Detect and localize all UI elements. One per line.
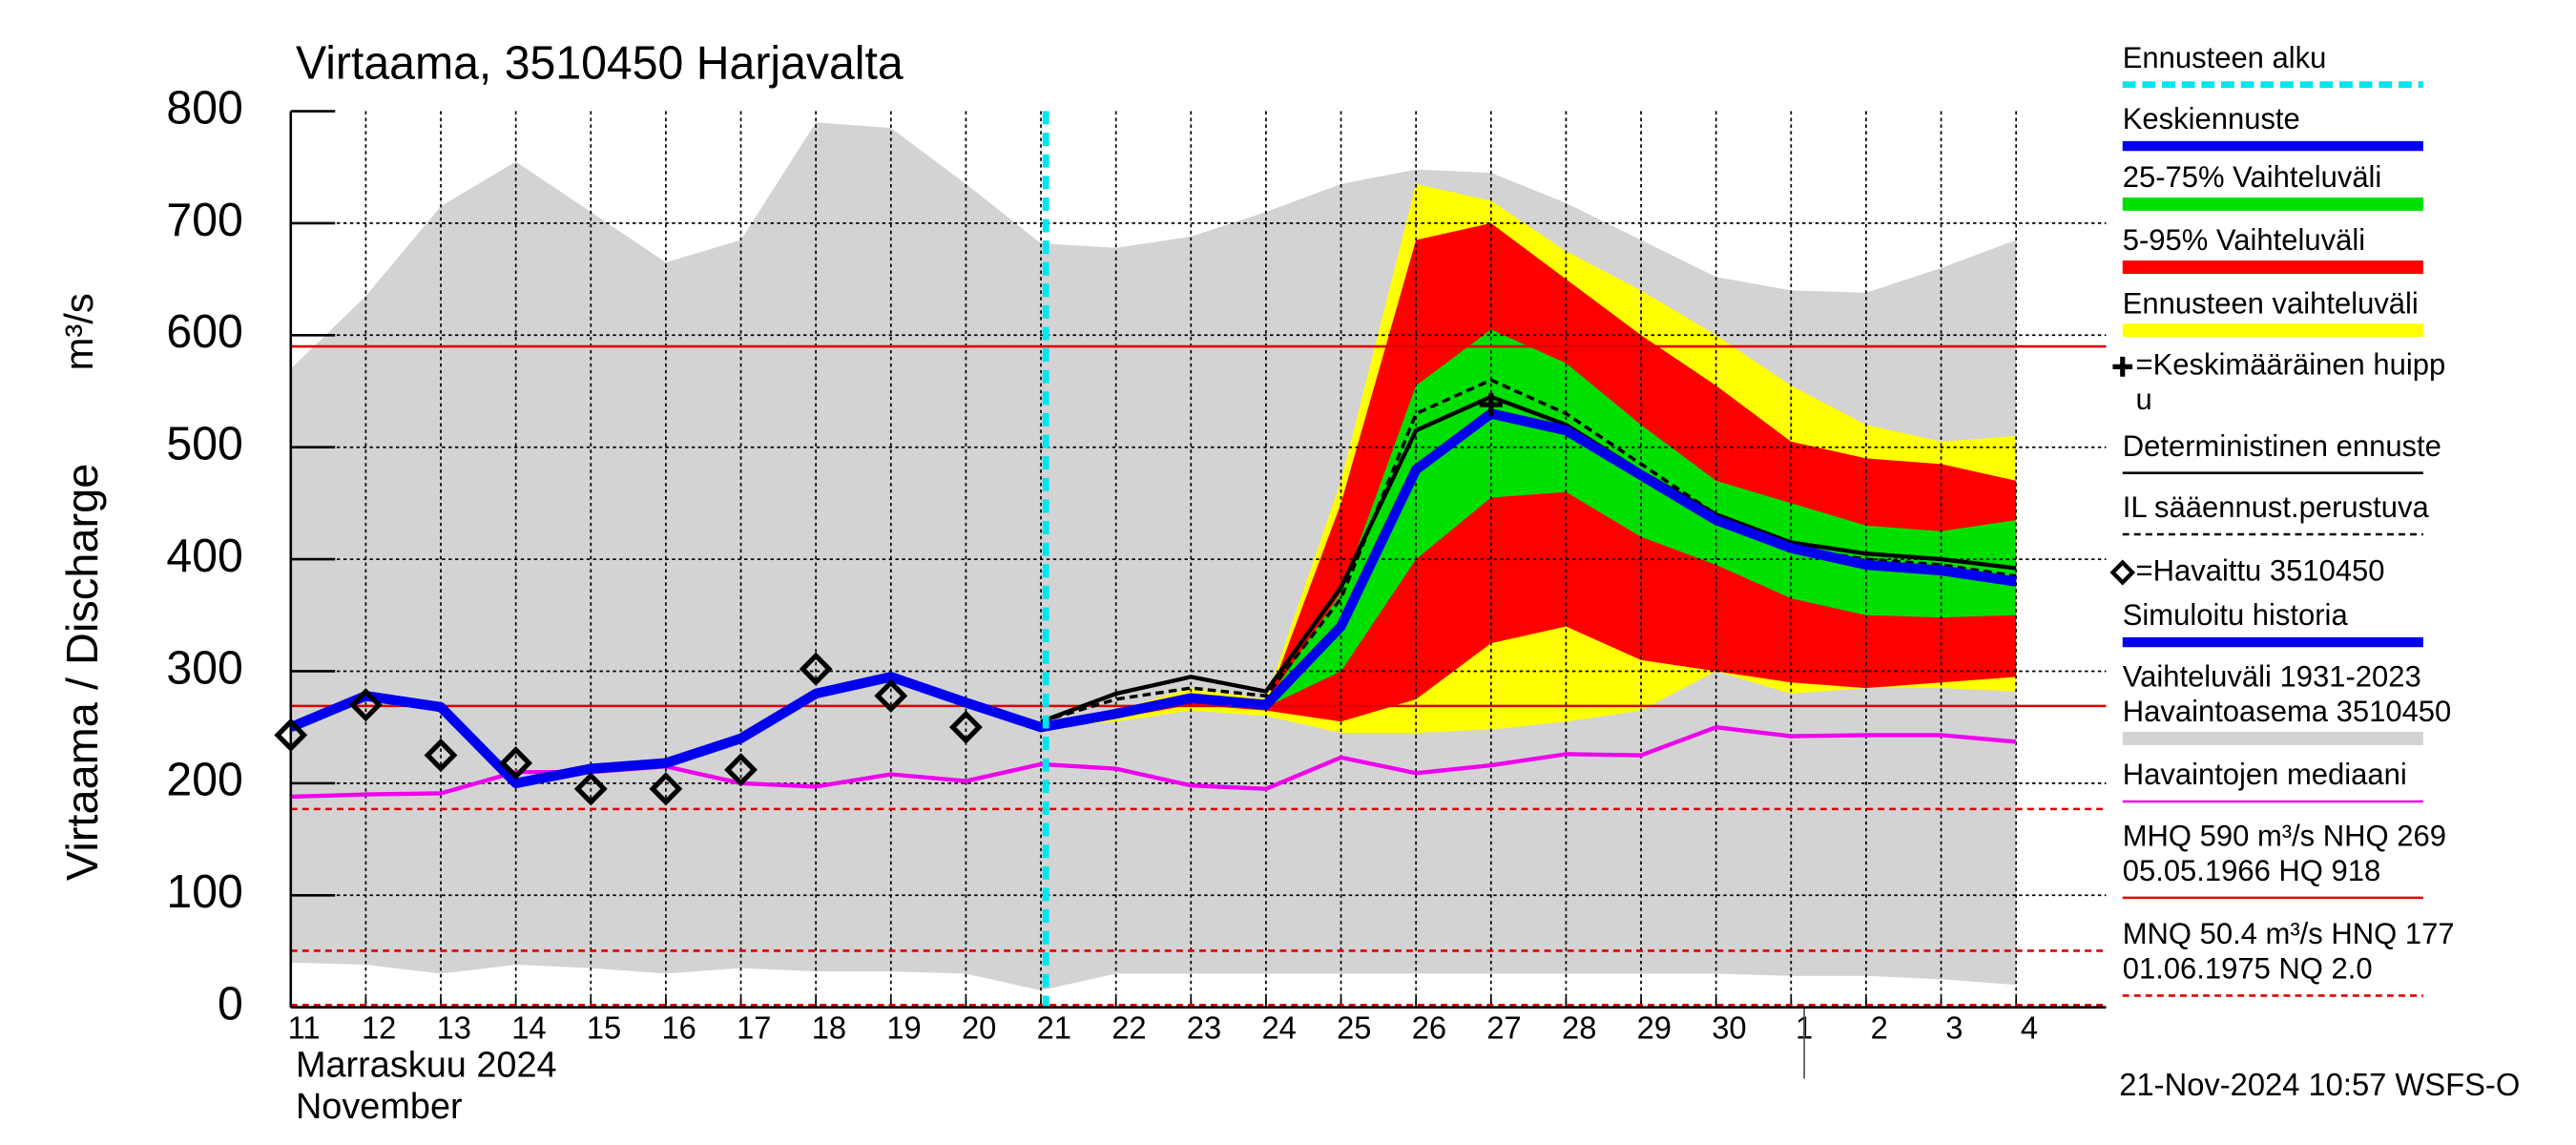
legend-label: 5-95% Vaihteluväli — [2123, 223, 2365, 257]
legend-label: =Havaittu 3510450 — [2136, 553, 2385, 587]
x-tick-label: 17 — [737, 1010, 771, 1046]
observed-marker — [424, 738, 458, 773]
series-line — [1040, 394, 2017, 724]
chart-title: Virtaama, 3510450 Harjavalta — [296, 37, 904, 89]
observed-marker — [724, 753, 758, 787]
x-tick-label: 14 — [511, 1010, 546, 1046]
observed-marker — [948, 710, 983, 744]
x-tick-label: 29 — [1637, 1010, 1672, 1046]
y-tick-label: 800 — [166, 82, 242, 134]
legend-label: Ennusteen vaihteluväli — [2123, 286, 2419, 320]
legend-label: Vaihteluväli 1931-2023 — [2123, 659, 2421, 693]
x-axis-label: Marraskuu 2024 — [296, 1045, 557, 1085]
x-axis-label: November — [296, 1087, 463, 1127]
legend-label: Simuloitu historia — [2123, 598, 2349, 632]
legend-label: MNQ 50.4 m³/s HNQ 177 — [2123, 917, 2455, 950]
legend-label: IL sääennust.perustuva — [2123, 490, 2430, 524]
legend-label: Havaintoasema 3510450 — [2123, 695, 2452, 728]
legend-label: 05.05.1966 HQ 918 — [2123, 854, 2380, 887]
y-tick-label: 0 — [218, 978, 243, 1030]
y-tick-label: 300 — [166, 642, 242, 694]
series-line — [288, 408, 2017, 789]
legend-label: 25-75% Vaihteluväli — [2123, 160, 2382, 194]
y-tick-label: 100 — [166, 866, 242, 918]
x-tick-label: 24 — [1261, 1010, 1296, 1046]
legend-label: Ennusteen alku — [2123, 41, 2327, 74]
legend-marker — [2109, 559, 2136, 586]
x-tick-label: 30 — [1712, 1010, 1746, 1046]
x-tick-label: 15 — [587, 1010, 621, 1046]
y-tick-label: 200 — [166, 755, 242, 806]
y-tick-label: 500 — [166, 418, 242, 469]
x-tick-label: 28 — [1562, 1010, 1596, 1046]
y-tick-label: 700 — [166, 195, 242, 246]
y-tick-label: 600 — [166, 306, 242, 358]
mean-peak-marker — [1479, 392, 1503, 417]
x-tick-label: 22 — [1111, 1010, 1146, 1046]
legend-label: u — [2136, 383, 2152, 416]
x-tick-label: 16 — [661, 1010, 696, 1046]
x-tick-label: 18 — [812, 1010, 846, 1046]
legend-label: MHQ 590 m³/s NHQ 269 — [2123, 819, 2446, 852]
x-tick-label: 21 — [1037, 1010, 1071, 1046]
y-tick-label: 400 — [166, 531, 242, 582]
x-tick-label: 11 — [288, 1010, 321, 1046]
x-tick-label: 12 — [362, 1010, 396, 1046]
observed-marker — [649, 772, 683, 806]
x-tick-label: 26 — [1412, 1010, 1446, 1046]
legend-label: 01.06.1975 NQ 2.0 — [2123, 952, 2373, 986]
x-tick-label: 23 — [1187, 1010, 1221, 1046]
x-tick-label: 3 — [1945, 1010, 1963, 1046]
x-tick-label: 19 — [886, 1010, 921, 1046]
x-tick-label: 25 — [1337, 1010, 1371, 1046]
legend-label: Deterministinen ennuste — [2123, 429, 2441, 463]
legend-label: =Keskimääräinen huipp — [2136, 347, 2446, 381]
x-tick-label: 27 — [1486, 1010, 1521, 1046]
x-tick-label: 2 — [1871, 1010, 1888, 1046]
legend-label: Havaintojen mediaani — [2123, 758, 2407, 791]
footer: 21-Nov-2024 10:57 WSFS-O — [2119, 1067, 2520, 1102]
observed-marker — [499, 746, 533, 781]
x-tick-label: 13 — [437, 1010, 471, 1046]
x-tick-label: 4 — [2021, 1010, 2038, 1046]
y-axis-label: Virtaama / Discharge — [57, 464, 107, 882]
legend-label: Keskiennuste — [2123, 102, 2300, 135]
y-axis-unit: m³/s — [56, 293, 101, 370]
legend-marker — [2112, 356, 2133, 377]
observed-marker — [573, 772, 608, 806]
observed-marker — [348, 688, 383, 722]
observed-marker — [799, 652, 833, 686]
x-tick-label: 20 — [962, 1010, 996, 1046]
observed-marker — [874, 678, 908, 713]
